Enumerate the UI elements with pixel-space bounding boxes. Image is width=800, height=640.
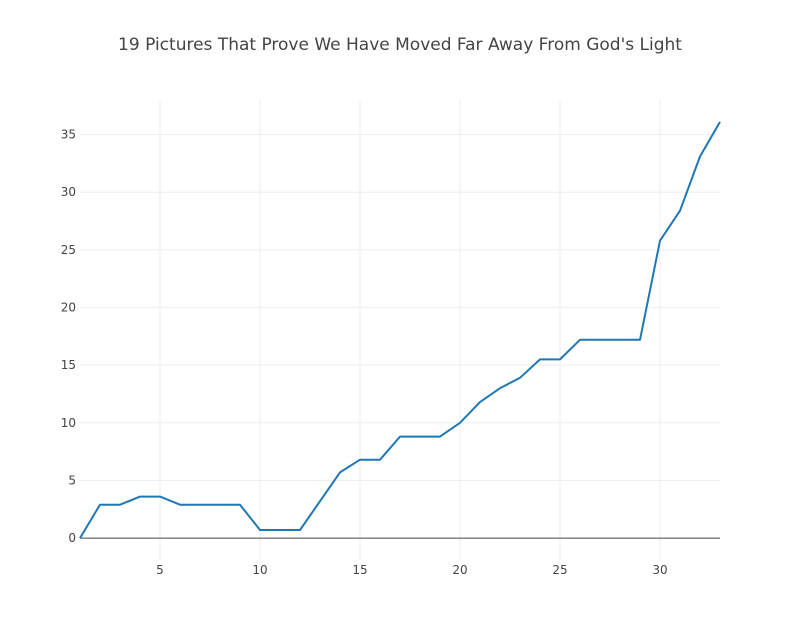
y-axis-ticks: 0 5 10 15 20 25 30 35	[61, 128, 76, 546]
x-tick-label: 25	[552, 563, 567, 577]
y-tick-label: 0	[68, 531, 76, 545]
series-layer	[79, 121, 721, 539]
x-tick-label: 20	[452, 563, 467, 577]
x-axis-ticks: 5 10 15 20 25 30	[156, 563, 667, 577]
y-tick-label: 20	[61, 301, 76, 315]
chart-title: 19 Pictures That Prove We Have Moved Far…	[118, 35, 682, 55]
y-tick-label: 5	[68, 473, 76, 487]
x-tick-label: 30	[652, 563, 667, 577]
x-tick-label: 5	[156, 563, 164, 577]
y-tick-label: 30	[61, 185, 76, 199]
y-tick-label: 25	[61, 243, 76, 257]
x-tick-label: 10	[252, 563, 267, 577]
x-gridlines	[159, 100, 661, 560]
y-tick-label: 10	[61, 416, 76, 430]
y-tick-label: 35	[61, 128, 76, 142]
x-tick-label: 15	[352, 563, 367, 577]
series-line	[79, 121, 721, 539]
y-gridlines	[80, 134, 720, 481]
y-tick-label: 15	[61, 358, 76, 372]
